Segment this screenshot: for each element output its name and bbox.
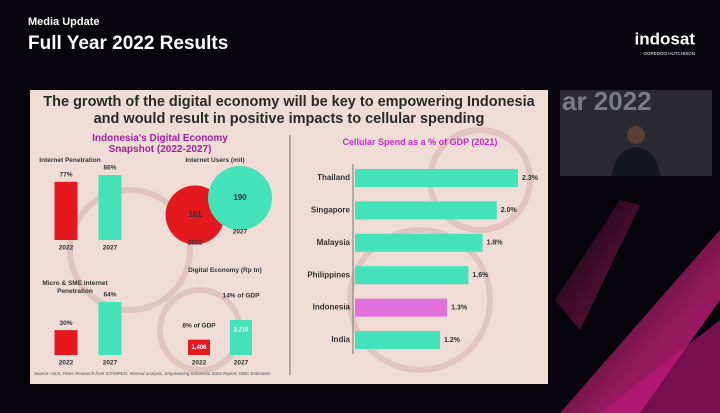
bar — [98, 175, 122, 240]
decor-streak — [600, 320, 720, 413]
value-label: 3,216 — [233, 328, 249, 334]
value-label: 1,406 — [191, 345, 207, 351]
value-label: 2.0% — [501, 207, 518, 214]
category-label: Philippines — [307, 270, 350, 279]
decor-streak — [560, 230, 720, 413]
chart-title: Internet Users (mil) — [185, 157, 245, 164]
brand: indosat — [635, 29, 696, 48]
bar — [355, 233, 483, 252]
chart-title: Digital Economy (Rp tn) — [188, 267, 262, 274]
value-label: 86% — [103, 165, 116, 172]
category-label: 2022 — [59, 245, 74, 252]
annotation: 8% of GDP — [182, 323, 216, 330]
page-title: Full Year 2022 Results — [28, 33, 228, 54]
chart-title: Cellular Spend as a % of GDP (2021) — [342, 137, 498, 147]
value-label: 30% — [59, 320, 72, 327]
bar — [355, 298, 448, 317]
value-label: 64% — [103, 292, 116, 299]
bubble — [208, 166, 272, 230]
value-label: 190 — [233, 193, 247, 202]
speaker-head — [627, 126, 645, 144]
chart-title: Internet Penetration — [39, 157, 101, 164]
bar — [355, 331, 441, 349]
category-label: 2027 — [103, 360, 118, 367]
value-label: 2.3% — [522, 175, 539, 182]
source: Source: AEJI, Fines Research from STAMPE… — [34, 371, 271, 376]
category-label: Thailand — [317, 173, 350, 182]
bar — [355, 266, 469, 285]
kicker: Media Update — [28, 16, 100, 28]
category-label: 2022 — [188, 240, 203, 247]
slide-headline: The growth of the digital economy will b… — [43, 94, 535, 127]
value-label: 1.6% — [472, 272, 489, 279]
category-label: 2027 — [103, 245, 118, 252]
category-label: 2022 — [59, 360, 74, 367]
annotation: 14% of GDP — [223, 293, 261, 300]
left-title: Indonesia's Digital Economy Snapshot (20… — [92, 133, 228, 155]
value-label: 77% — [59, 172, 72, 179]
speaker-body — [612, 147, 660, 176]
decor-streak — [555, 200, 640, 330]
category-label: 2027 — [233, 229, 248, 236]
bar — [355, 201, 497, 220]
value-label: 1.2% — [444, 337, 461, 344]
category-label: India — [331, 335, 350, 344]
category-label: 2027 — [234, 360, 249, 367]
bar — [355, 169, 518, 187]
category-label: Indonesia — [313, 303, 351, 312]
category-label: Malaysia — [317, 238, 351, 247]
bar — [188, 339, 210, 355]
bar — [54, 181, 78, 240]
bar — [98, 302, 122, 355]
category-label: 2022 — [192, 360, 207, 367]
category-label: Singapore — [311, 206, 351, 215]
value-label: 1.8% — [487, 240, 504, 247]
bar — [230, 320, 252, 355]
value-label: 161 — [188, 210, 202, 219]
video-backdrop-text: ar 2022 — [562, 86, 652, 116]
bar — [54, 330, 78, 355]
value-label: 1.3% — [451, 304, 468, 311]
brand-sub: OOREDOO HUTCHISON — [643, 51, 695, 56]
chart-title: Micro & SME Internet Penetration — [42, 280, 108, 295]
